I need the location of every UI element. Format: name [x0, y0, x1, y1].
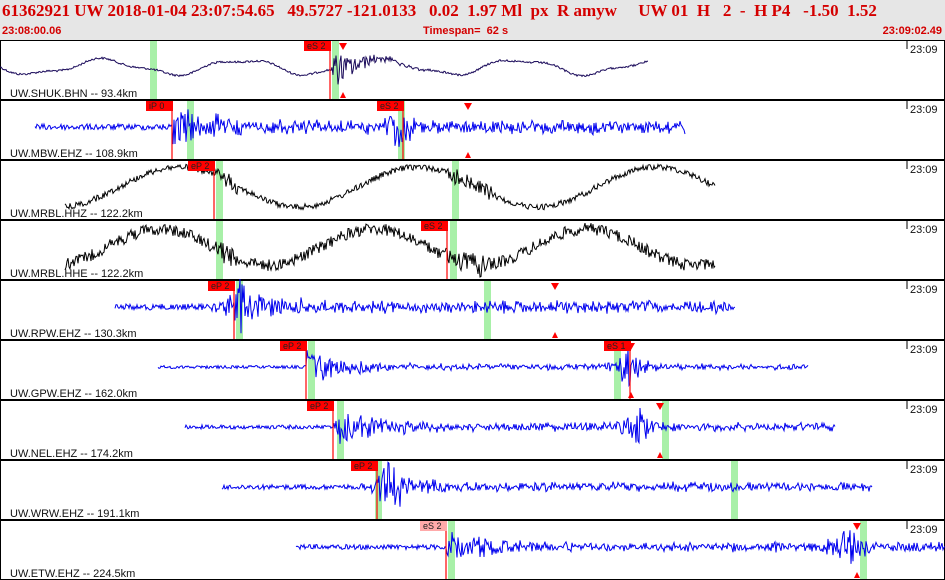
- start-time: 23:08:00.06: [2, 25, 62, 37]
- time-tick-label: 23:09: [910, 104, 938, 116]
- pick-label[interactable]: eS 1: [607, 341, 626, 351]
- waveform-trace: [157, 347, 809, 388]
- arrival-marker-top: [339, 43, 347, 50]
- pick-label[interactable]: eS 2: [424, 221, 443, 231]
- arrival-marker-top: [464, 103, 472, 110]
- waveform-trace: [64, 163, 716, 211]
- analysis-window: [452, 161, 459, 219]
- pick-label-box[interactable]: [146, 101, 173, 111]
- analysis-window: [860, 521, 867, 579]
- pick-label[interactable]: eP 2: [211, 281, 229, 291]
- analysis-window: [216, 161, 223, 219]
- analysis-window: [308, 341, 315, 399]
- pick-label-box[interactable]: [421, 221, 448, 231]
- trace-panel-border: [0, 40, 945, 100]
- waveform-trace: [34, 109, 686, 147]
- arrival-marker-bottom: [628, 392, 634, 398]
- pick-label[interactable]: eS 2: [423, 521, 442, 531]
- arrival-marker-bottom: [552, 332, 558, 338]
- pick-label-box[interactable]: [420, 521, 447, 531]
- arrival-marker-top: [551, 283, 559, 290]
- station-label: UW.NEL.EHZ -- 174.2km: [10, 448, 133, 460]
- time-tick-label: 23:09: [910, 404, 938, 416]
- arrival-marker-top: [656, 403, 664, 410]
- arrival-marker-top: [627, 343, 635, 350]
- station-label: UW.MBW.EHZ -- 108.9km: [10, 148, 138, 160]
- pick-label-box[interactable]: [304, 41, 331, 51]
- end-time: 23:09:02.49: [882, 25, 942, 37]
- station-label: UW.SHUK.BHN -- 93.4km: [10, 88, 137, 100]
- station-label: UW.MRBL.HHE -- 122.2km: [10, 268, 143, 280]
- analysis-window: [450, 221, 457, 279]
- trace-panel-border: [0, 340, 945, 400]
- station-label: UW.GPW.EHZ -- 162.0km: [10, 388, 137, 400]
- arrival-marker-bottom: [340, 92, 346, 98]
- pick-label[interactable]: eP 2: [191, 161, 209, 171]
- timespan: Timespan= 62 s: [423, 25, 509, 37]
- pick-label[interactable]: eS 2: [307, 41, 326, 51]
- analysis-window: [216, 221, 223, 279]
- station-label: UW.ETW.EHZ -- 224.5km: [10, 568, 135, 580]
- pick-label[interactable]: eS 2: [380, 101, 399, 111]
- pick-label-box[interactable]: [280, 341, 307, 351]
- arrival-marker-bottom: [657, 452, 663, 458]
- time-tick-label: 23:09: [910, 164, 938, 176]
- time-tick-label: 23:09: [910, 224, 938, 236]
- pick-label-box[interactable]: [351, 461, 378, 471]
- analysis-window: [662, 401, 669, 459]
- analysis-window: [150, 41, 157, 99]
- time-tick-label: 23:09: [910, 44, 938, 56]
- station-label: UW.MRBL.HHZ -- 122.2km: [10, 208, 143, 220]
- pick-label[interactable]: eP 2: [354, 461, 372, 471]
- pick-label-box[interactable]: [604, 341, 631, 351]
- analysis-window: [375, 461, 382, 519]
- waveform-trace: [114, 278, 736, 334]
- station-label: UW.WRW.EHZ -- 191.1km: [10, 508, 139, 520]
- time-tick-label: 23:09: [910, 524, 938, 536]
- arrival-marker-top: [853, 523, 861, 530]
- waveform-trace: [64, 222, 716, 278]
- pick-label-box[interactable]: [208, 281, 235, 291]
- waveform-trace: [0, 54, 649, 85]
- time-tick-label: 23:09: [910, 344, 938, 356]
- station-label: UW.RPW.EHZ -- 130.3km: [10, 328, 137, 340]
- analysis-window: [731, 461, 738, 519]
- pick-label-box[interactable]: [377, 101, 404, 111]
- waveform-trace: [295, 530, 945, 564]
- pick-label[interactable]: eP 2: [310, 401, 328, 411]
- pick-label-box[interactable]: [307, 401, 334, 411]
- analysis-window: [332, 41, 339, 99]
- arrival-marker-bottom: [854, 572, 860, 578]
- pick-label[interactable]: eP 2: [283, 341, 301, 351]
- header-bar: 61362921 UW 2018-01-04 23:07:54.65 49.57…: [0, 0, 945, 40]
- analysis-window: [236, 281, 243, 339]
- time-tick-label: 23:09: [910, 464, 938, 476]
- event-title: 61362921 UW 2018-01-04 23:07:54.65 49.57…: [2, 1, 877, 20]
- waveform-trace: [184, 407, 836, 445]
- pick-label-box[interactable]: [188, 161, 215, 171]
- arrival-marker-bottom: [465, 152, 471, 158]
- time-tick-label: 23:09: [910, 284, 938, 296]
- waveform-trace: [221, 461, 873, 507]
- pick-label[interactable]: iP 0: [149, 101, 164, 111]
